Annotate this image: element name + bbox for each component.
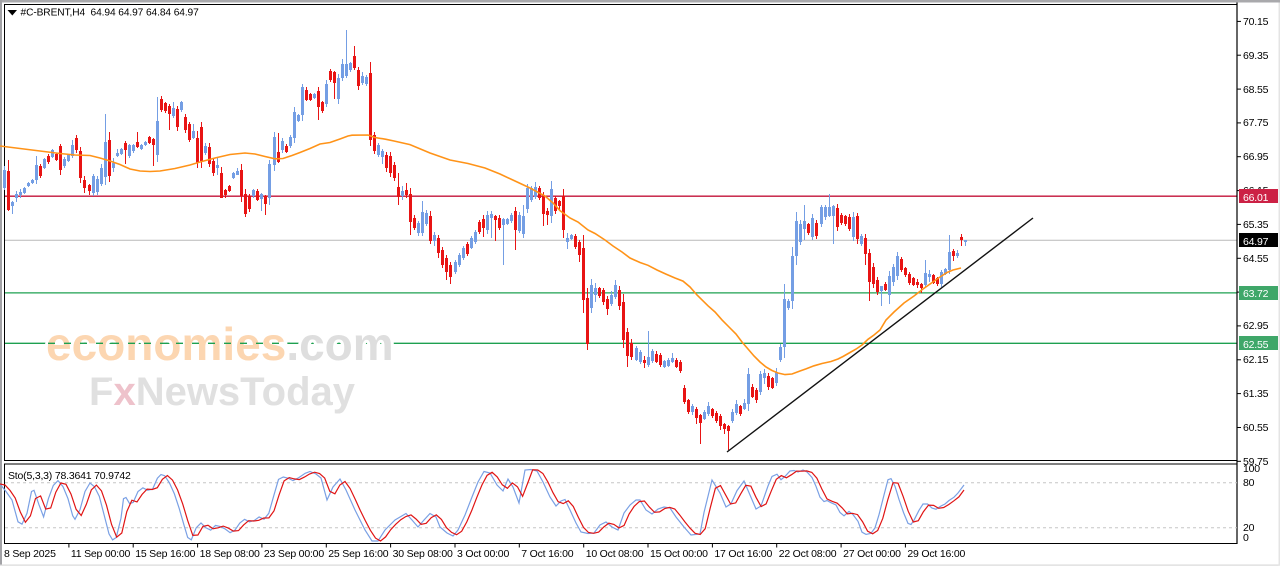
svg-text:64.55: 64.55 (1243, 253, 1269, 265)
svg-text:FxNewsToday: FxNewsToday (89, 370, 356, 414)
svg-text:69.35: 69.35 (1243, 50, 1269, 62)
svg-text:economies.com: economies.com (46, 318, 394, 370)
svg-text:15 Oct 00:00: 15 Oct 00:00 (650, 548, 708, 560)
svg-text:70.15: 70.15 (1243, 16, 1269, 28)
svg-text:7 Oct 16:00: 7 Oct 16:00 (521, 548, 573, 560)
svg-text:62.15: 62.15 (1243, 354, 1269, 366)
svg-text:63.72: 63.72 (1243, 288, 1269, 300)
svg-text:61.35: 61.35 (1243, 388, 1269, 400)
svg-text:15 Sep 16:00: 15 Sep 16:00 (135, 548, 195, 560)
svg-text:64.97: 64.97 (1243, 236, 1269, 248)
svg-text:8 Sep 2025: 8 Sep 2025 (4, 548, 56, 560)
svg-text:25 Sep 16:00: 25 Sep 16:00 (328, 548, 388, 560)
svg-text:22 Oct 08:00: 22 Oct 08:00 (779, 548, 837, 560)
svg-text:3 Oct 00:00: 3 Oct 00:00 (457, 548, 509, 560)
svg-text:67.75: 67.75 (1243, 117, 1269, 129)
svg-text:62.95: 62.95 (1243, 320, 1269, 332)
svg-text:60.55: 60.55 (1243, 422, 1269, 434)
svg-text:18 Sep 08:00: 18 Sep 08:00 (200, 548, 260, 560)
svg-text:66.01: 66.01 (1243, 192, 1269, 204)
svg-text:65.35: 65.35 (1243, 219, 1269, 231)
svg-text:80: 80 (1243, 477, 1255, 489)
svg-text:10 Oct 08:00: 10 Oct 08:00 (586, 548, 644, 560)
svg-text:11 Sep 00:00: 11 Sep 00:00 (71, 548, 131, 560)
svg-text:27 Oct 00:00: 27 Oct 00:00 (843, 548, 901, 560)
svg-text:29 Oct 16:00: 29 Oct 16:00 (907, 548, 965, 560)
svg-text:17 Oct 16:00: 17 Oct 16:00 (714, 548, 772, 560)
svg-text:59.75: 59.75 (1243, 456, 1269, 468)
svg-text:66.95: 66.95 (1243, 151, 1269, 163)
svg-text:Sto(5,3,3) 78.3641 70.9742: Sto(5,3,3) 78.3641 70.9742 (8, 470, 131, 482)
svg-text:62.55: 62.55 (1243, 339, 1269, 351)
svg-text:23 Sep 00:00: 23 Sep 00:00 (264, 548, 324, 560)
svg-text:#C-BRENT,H4 64.94 64.97 64.84: #C-BRENT,H4 64.94 64.97 64.84 64.97 (21, 8, 200, 19)
svg-text:0: 0 (1243, 532, 1249, 544)
svg-text:100: 100 (1243, 463, 1260, 475)
svg-text:20: 20 (1243, 522, 1255, 534)
svg-text:30 Sep 08:00: 30 Sep 08:00 (393, 548, 453, 560)
svg-text:68.55: 68.55 (1243, 84, 1269, 96)
